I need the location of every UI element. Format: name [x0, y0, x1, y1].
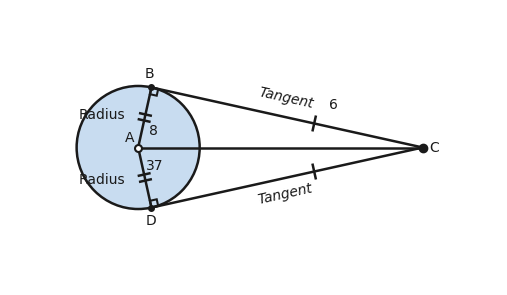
Text: 37: 37	[146, 159, 163, 173]
Text: 6: 6	[329, 98, 338, 112]
Text: D: D	[146, 214, 157, 229]
Circle shape	[77, 86, 200, 209]
Text: Tangent: Tangent	[257, 182, 314, 207]
Text: B: B	[144, 67, 154, 81]
Text: Radius: Radius	[79, 108, 126, 122]
Text: C: C	[429, 140, 439, 155]
Text: A: A	[125, 131, 134, 145]
Text: Tangent: Tangent	[257, 85, 314, 111]
Text: Radius: Radius	[79, 173, 126, 187]
Text: 8: 8	[149, 124, 158, 138]
